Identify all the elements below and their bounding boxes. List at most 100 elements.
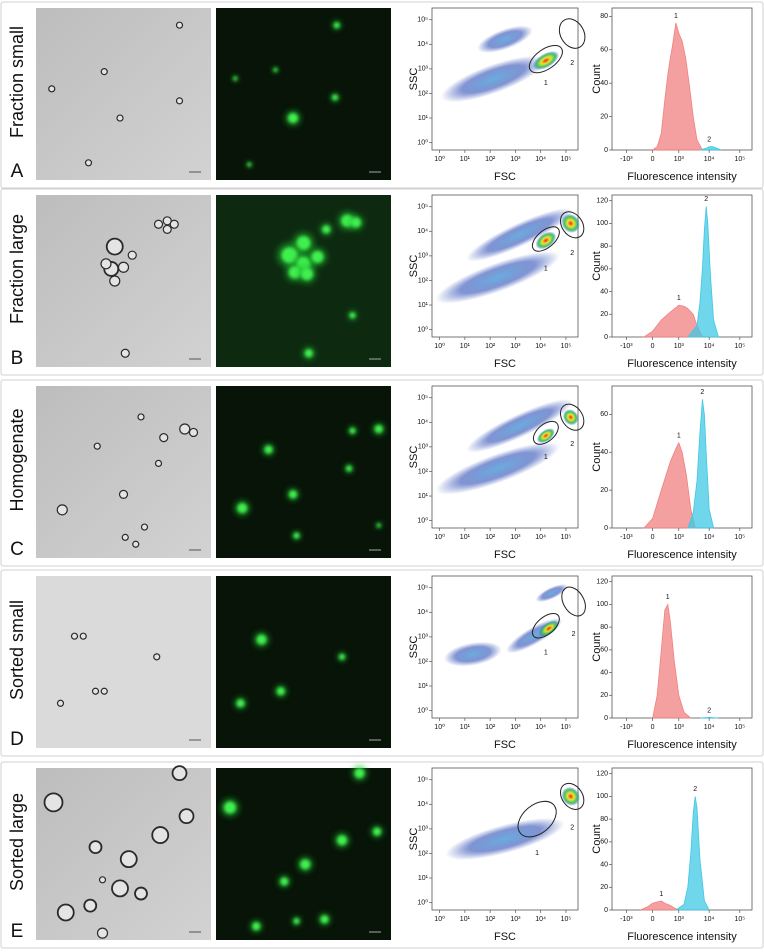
cell	[233, 76, 238, 81]
density-cloud	[561, 213, 580, 233]
histogram-area	[699, 716, 719, 719]
density-cloud	[435, 442, 560, 495]
y-tick-label: 10³	[418, 444, 429, 451]
y-tick-label: 10⁴	[417, 228, 428, 235]
x-tick-label: 10³	[510, 724, 521, 731]
x-tick-label: 10⁵	[561, 916, 572, 923]
cell	[100, 68, 108, 76]
y-tick-label: 10³	[418, 66, 429, 73]
y-axis-label: SSC	[408, 636, 420, 659]
x-tick-label: 10¹	[460, 156, 471, 163]
x-tick-label: 10⁴	[704, 534, 715, 541]
population-label: 2	[707, 707, 711, 714]
y-tick-label: 80	[600, 13, 608, 20]
x-axis-label: FSC	[494, 931, 516, 943]
gate-label: 2	[570, 441, 574, 448]
gate-label: 1	[544, 650, 548, 657]
x-tick-label: 10³	[674, 916, 685, 923]
panel-frame	[0, 1, 764, 189]
cell	[337, 835, 347, 846]
cell	[293, 532, 300, 539]
y-tick-label: 10⁵	[417, 585, 428, 592]
density-cloud	[538, 620, 559, 637]
y-tick-label: 80	[600, 816, 608, 823]
y-tick-label: 100	[596, 793, 608, 800]
gate-label: 2	[570, 60, 574, 67]
cell	[264, 445, 273, 454]
population-label: 1	[674, 13, 678, 20]
population-label: 1	[666, 594, 670, 601]
x-tick-label: 0	[651, 343, 655, 350]
cell	[178, 808, 195, 825]
cell	[70, 632, 79, 640]
x-axis-label: Fluorescence intensity	[627, 549, 737, 561]
x-tick-label: 10²	[485, 916, 496, 923]
x-tick-label: 10¹	[460, 534, 471, 541]
density-cloud	[440, 55, 546, 103]
plot-area	[431, 575, 579, 719]
y-tick-label: 60	[600, 411, 608, 418]
gate	[531, 612, 560, 639]
y-tick-label: 10⁵	[417, 395, 428, 402]
histogram-area	[687, 399, 715, 529]
gate-label: 2	[572, 631, 576, 638]
brightfield-image	[36, 576, 211, 748]
cell	[349, 427, 356, 434]
density-clouds	[440, 25, 560, 103]
population-label: 2	[693, 786, 697, 793]
histogram-area	[699, 146, 722, 151]
x-tick-label: -10³	[620, 534, 633, 541]
x-tick-label: -10³	[620, 156, 633, 163]
gate-label: 2	[570, 824, 574, 831]
x-tick-label: 10⁵	[734, 534, 745, 541]
y-tick-label: 10¹	[418, 302, 429, 309]
x-tick-label: -10³	[620, 724, 633, 731]
density-clouds	[445, 786, 580, 860]
cell	[224, 801, 236, 814]
cell	[322, 225, 331, 234]
cell	[105, 237, 124, 256]
density-cloud	[535, 231, 557, 250]
cell	[91, 687, 100, 695]
y-tick-label: 10¹	[418, 875, 429, 882]
gate	[532, 420, 559, 445]
cell	[153, 219, 164, 229]
y-tick-label: 10⁰	[417, 706, 428, 714]
panel-frame	[0, 188, 764, 376]
gate	[517, 800, 557, 838]
y-tick-label: 120	[596, 771, 608, 778]
cell	[117, 261, 130, 273]
brightfield-image	[36, 8, 211, 180]
panel-frame	[0, 379, 764, 567]
cell	[153, 653, 161, 661]
fluorescence-image	[216, 386, 391, 558]
x-tick-label: 0	[651, 916, 655, 923]
y-tick-label: 40	[600, 80, 608, 87]
x-tick-label: 10³	[510, 343, 521, 350]
density-cloud	[444, 641, 502, 667]
x-tick-label: 10⁰	[434, 723, 445, 731]
y-axis-label: Count	[591, 632, 603, 661]
y-tick-label: 100	[596, 601, 608, 608]
x-tick-label: 0	[651, 156, 655, 163]
y-tick-label: 10⁴	[417, 801, 428, 808]
gate	[531, 226, 560, 252]
y-tick-label: 80	[600, 243, 608, 250]
cell	[280, 877, 289, 886]
y-tick-label: 0	[604, 334, 608, 341]
cell	[98, 876, 107, 884]
y-axis-label: Count	[591, 824, 603, 853]
x-tick-label: 10⁴	[535, 343, 546, 350]
y-tick-label: 20	[600, 113, 608, 120]
x-tick-label: 10⁰	[434, 533, 445, 541]
x-tick-label: -10³	[620, 916, 633, 923]
cell	[96, 927, 109, 939]
cell	[100, 687, 108, 695]
panel-letter: D	[10, 729, 24, 750]
cell	[43, 792, 64, 813]
population-label: 2	[707, 137, 711, 144]
fluorescence-image	[216, 576, 391, 748]
histogram-area	[674, 796, 710, 911]
y-tick-label: 60	[600, 839, 608, 846]
y-tick-label: 10⁰	[417, 516, 428, 524]
